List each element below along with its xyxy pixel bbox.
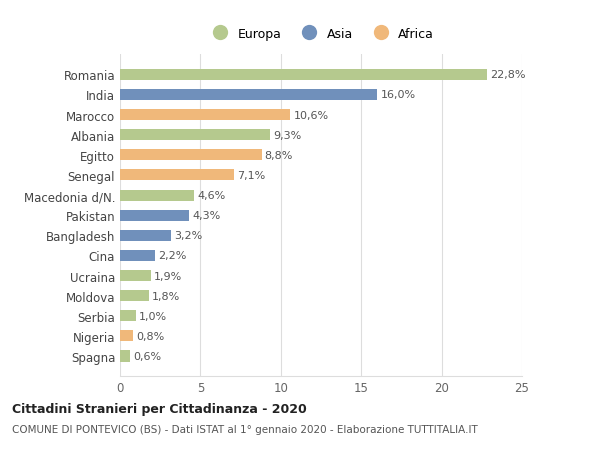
Bar [120,150,262,161]
Text: 8,8%: 8,8% [265,151,293,161]
Text: COMUNE DI PONTEVICO (BS) - Dati ISTAT al 1° gennaio 2020 - Elaborazione TUTTITAL: COMUNE DI PONTEVICO (BS) - Dati ISTAT al… [12,424,478,434]
Text: 7,1%: 7,1% [238,171,266,180]
Text: 4,6%: 4,6% [197,190,226,201]
Bar [120,250,155,262]
Text: 10,6%: 10,6% [293,110,329,120]
Text: 4,3%: 4,3% [193,211,221,221]
Bar [120,311,136,322]
Text: 3,2%: 3,2% [175,231,203,241]
Bar [120,130,269,141]
Text: 0,8%: 0,8% [136,331,164,341]
Text: 1,8%: 1,8% [152,291,181,301]
Text: 1,9%: 1,9% [154,271,182,281]
Bar [120,110,290,121]
Bar [120,70,487,81]
Text: 16,0%: 16,0% [380,90,416,100]
Text: Cittadini Stranieri per Cittadinanza - 2020: Cittadini Stranieri per Cittadinanza - 2… [12,403,307,415]
Bar [120,270,151,281]
Bar [120,330,133,341]
Bar [120,291,149,302]
Bar [120,351,130,362]
Bar [120,210,189,221]
Text: 9,3%: 9,3% [273,130,301,140]
Bar [120,170,234,181]
Text: 22,8%: 22,8% [490,70,526,80]
Legend: Europa, Asia, Africa: Europa, Asia, Africa [203,23,439,46]
Bar [120,190,194,201]
Text: 2,2%: 2,2% [158,251,187,261]
Text: 1,0%: 1,0% [139,311,167,321]
Bar [120,90,377,101]
Bar [120,230,172,241]
Text: 0,6%: 0,6% [133,351,161,361]
